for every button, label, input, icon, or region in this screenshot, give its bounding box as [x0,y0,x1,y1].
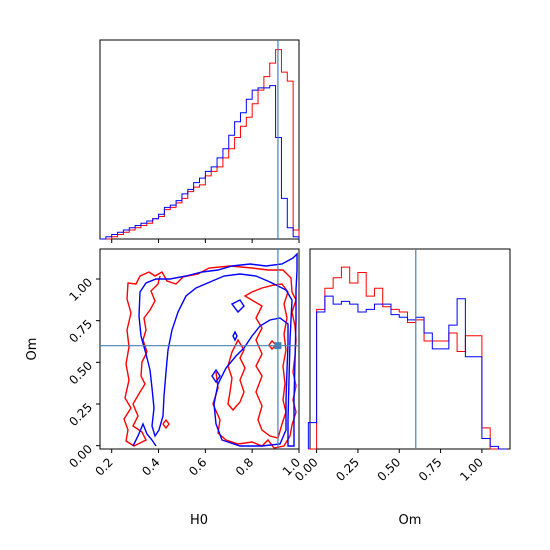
h0-tick-label-0: 0.2 [92,455,115,478]
om-y-tick-label-4: 1.00 [66,275,95,304]
om-histogram-panel: 0.00 0.25 0.50 0.75 1.00 [292,248,511,484]
om-x-axis-ticks: 0.00 0.25 0.50 0.75 1.00 [292,449,486,484]
om-histogram-blue [307,295,507,450]
red-contour-inner [243,283,289,439]
h0-tick-label-1: 0.4 [139,455,162,478]
blue-contour-inner [213,317,289,447]
blue-contour-outer [138,252,298,447]
contour-frame [99,248,300,450]
h0-axis-ticks: 0.2 0.4 0.6 0.8 1.0 [92,449,303,479]
om-x-tick-label-4: 1.00 [457,455,486,484]
om-y-tick-label-1: 0.25 [66,400,95,429]
om-histogram-red [308,266,507,450]
h0-om-contour-panel: 0.2 0.4 0.6 0.8 1.0 0.000.250.500.751.00 [66,248,303,479]
om-x-axis-label: Om [399,513,422,528]
contours-red [123,265,297,449]
red-contour-mid-left [227,338,246,412]
om-y-tick-label-3: 0.75 [66,317,95,346]
h0-histogram-blue [100,85,300,240]
blue-contour-lower-left [132,422,157,447]
contours-blue [132,252,298,447]
om-y-axis-label: Om [25,338,40,361]
blue-contour-small-2 [211,368,221,384]
om-x-tick-label-2: 0.50 [375,455,404,484]
h0-histogram-red [100,49,300,240]
blue-contour-small-1 [230,299,245,314]
h0-tick-label-2: 0.6 [186,455,209,478]
om-y-tick-label-0: 0.00 [66,442,95,471]
h0-histogram-panel [99,39,300,243]
truth-marker [274,342,282,350]
om-histogram-frame [309,248,511,450]
h0-hist-ticks [111,239,300,243]
red-contour-small-1 [162,418,170,430]
om-x-tick-label-1: 0.25 [333,455,362,484]
red-contour-outer [126,265,297,449]
om-x-tick-label-3: 0.75 [416,455,445,484]
red-contour-left [123,275,161,447]
om-y-axis-ticks: 0.00 0.25 0.50 0.75 1.00 [66,275,100,471]
h0-axis-label: H0 [190,513,208,528]
om-y-tick-label-2: 0.50 [66,359,95,388]
blue-contour-small-3 [232,330,238,342]
h0-tick-label-3: 0.8 [233,455,256,478]
h0-histogram-frame [99,39,300,240]
